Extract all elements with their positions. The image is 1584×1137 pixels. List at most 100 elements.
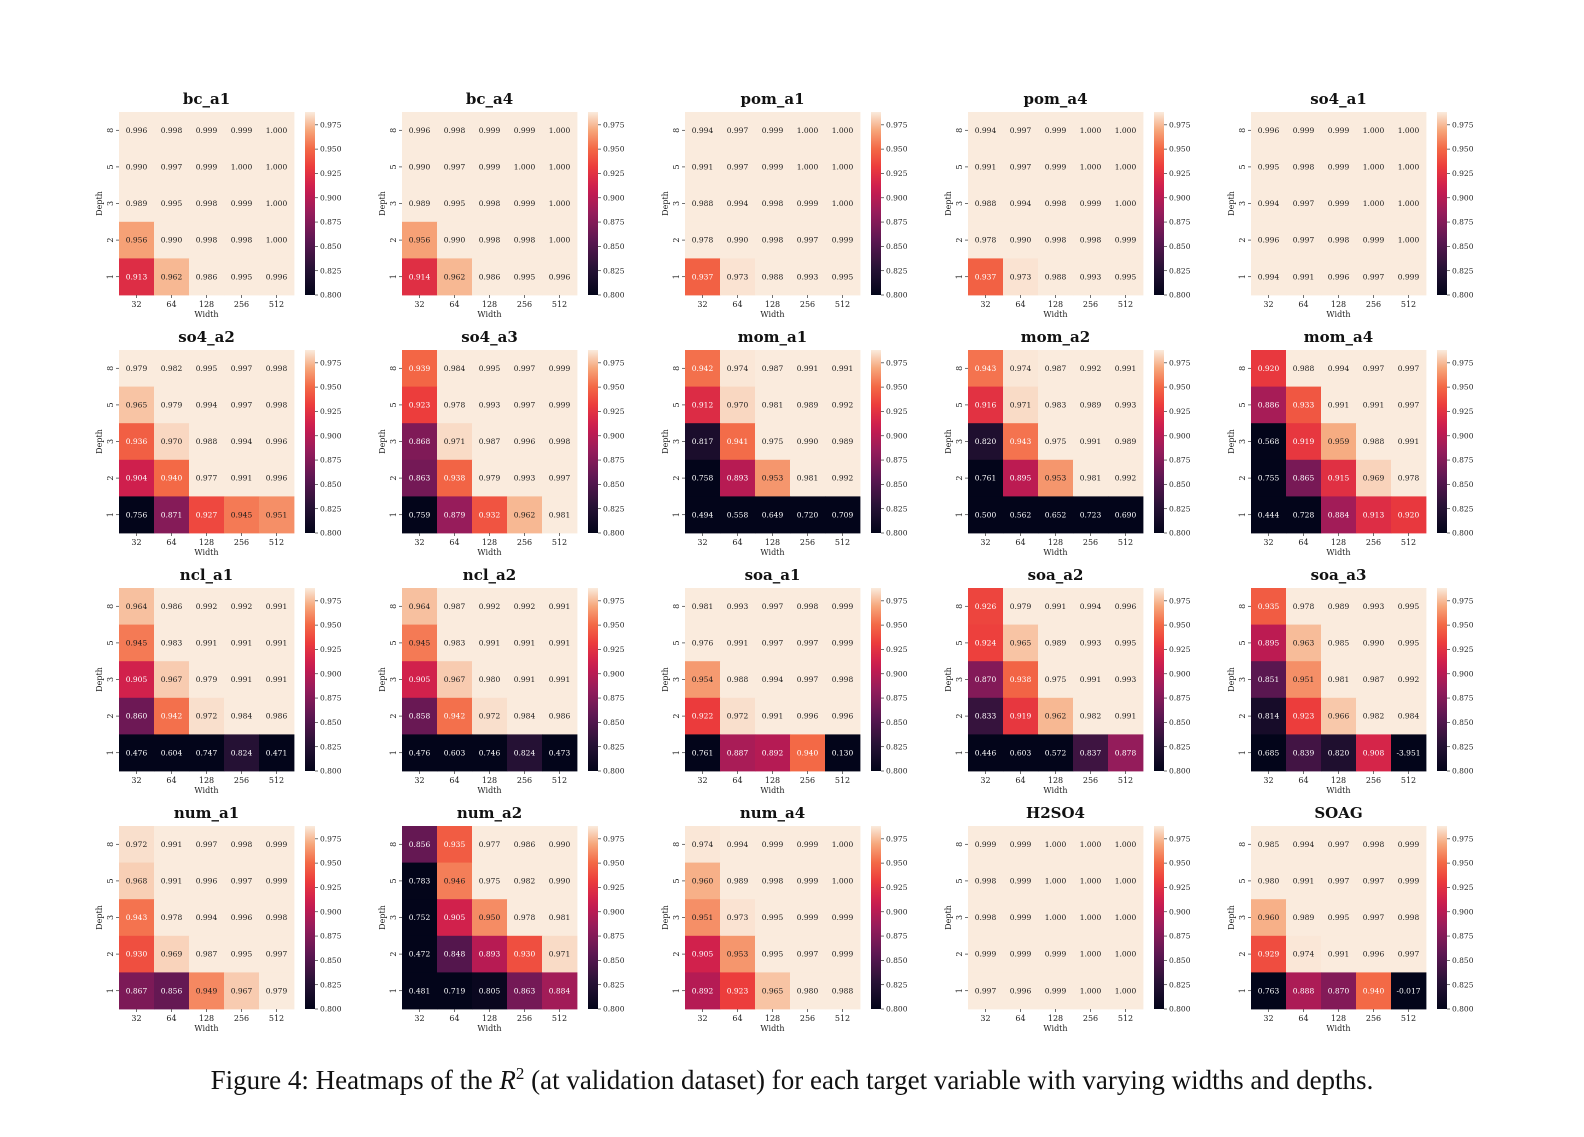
x-tick-label: 256 [234,538,249,547]
caption-prefix: Figure 4: Heatmaps of the [210,1065,500,1095]
colorbar-tick-label: 0.900 [1452,669,1474,678]
colorbar-tick-label: 0.975 [320,358,342,367]
cell-value: 0.989 [797,401,819,410]
colorbar [305,112,315,295]
heatmap-cell [542,185,578,223]
colorbar-tick-label: 0.975 [1452,120,1474,129]
heatmap-cell [790,972,826,1010]
y-tick-label: 8 [389,842,398,847]
cell-value: 0.959 [1328,437,1350,446]
cell-value: 0.887 [727,748,749,757]
x-axis-label: Width [1326,1024,1350,1033]
y-tick-label: 2 [106,952,115,957]
cell-value: 0.991 [1293,272,1314,281]
cell-value: 0.945 [231,510,253,519]
cell-value: 0.994 [727,840,749,849]
x-tick-label: 32 [414,300,424,309]
y-axis-label: Depth [661,429,670,454]
heatmap-cell [1391,624,1427,662]
heatmap-cell [1073,972,1109,1010]
cell-value: 0.929 [1258,950,1280,959]
cell-value: 0.999 [266,840,288,849]
colorbar-tick-label: 0.825 [1452,980,1474,989]
cell-value: 0.892 [762,748,784,757]
heatmap-cell [825,185,861,223]
x-tick-label: 512 [1401,300,1416,309]
cell-value: 0.975 [479,877,501,886]
heatmap-cell [825,112,861,149]
heatmap-cell [1321,185,1357,223]
cell-value: 0.980 [797,986,819,995]
x-tick-label: 256 [1083,776,1098,785]
cell-value: 0.979 [161,401,183,410]
cell-value: 1.000 [832,840,854,849]
cell-value: 0.972 [727,712,749,721]
cell-value: 0.756 [126,510,148,519]
cell-value: -3.951 [1396,748,1420,757]
cell-value: 0.991 [832,364,853,373]
colorbar-tick-label: 0.800 [1452,529,1474,538]
y-axis-label: Depth [95,905,104,930]
heatmap-panel-num-a1: num_a1 0.972 0.991 0.997 0.998 0.999 0.968 0.99… [90,802,370,1042]
cell-value: 0.960 [1258,913,1280,922]
heatmap-cell [1321,386,1357,424]
colorbar-tick-label: 0.950 [1169,859,1191,868]
y-tick-label: 2 [389,476,398,481]
cell-value: 0.971 [1010,401,1031,410]
colorbar [871,112,881,295]
cell-value: 0.895 [1258,639,1280,648]
heatmap-cell [720,496,756,534]
cell-value: 0.996 [126,126,148,135]
colorbar-tick-label: 0.975 [886,596,908,605]
heatmap-cell [472,350,508,387]
heatmap-cell [720,697,756,735]
heatmap-cell [402,661,438,699]
heatmap-cell [1356,624,1392,662]
cell-value: 0.938 [1010,675,1032,684]
cell-value: 0.932 [479,510,501,519]
cell-value: 0.998 [762,199,784,208]
heatmap-cell [825,826,861,863]
cell-value: 0.994 [1293,840,1315,849]
x-tick-label: 32 [131,538,141,547]
y-tick-label: 8 [1238,604,1247,609]
y-tick-label: 5 [389,402,398,407]
heatmap-cell [507,221,543,259]
x-tick-label: 256 [800,300,815,309]
heatmap-cell [1251,496,1287,534]
cell-value: 0.994 [231,437,253,446]
x-tick-label: 512 [269,776,284,785]
colorbar-tick-label: 0.900 [886,431,908,440]
heatmap-cell [755,734,791,772]
panel-title: pom_a4 [1023,90,1087,108]
y-axis-label: Depth [944,905,953,930]
cell-value: 0.476 [126,748,148,757]
caption-superscript: 2 [515,1064,525,1083]
cell-value: 0.998 [266,401,288,410]
cell-value: 0.919 [1010,712,1032,721]
heatmap-cell [472,734,508,772]
x-axis-label: Width [1326,310,1350,319]
cell-value: 0.940 [797,748,819,757]
heatmap-cell [119,935,155,973]
cell-value: 0.863 [514,986,536,995]
heatmap-cell [968,423,1004,461]
heatmap-cell [154,221,190,259]
heatmap-cell [1073,935,1109,973]
cell-value: 1.000 [1080,986,1102,995]
heatmap-cell [119,661,155,699]
y-tick-label: 5 [955,878,964,883]
heatmap-cell [542,734,578,772]
heatmap-cell [259,459,295,497]
heatmap-cell [1073,386,1109,424]
heatmap-cell [1251,697,1287,735]
heatmap-cell [825,862,861,900]
heatmap-cell [1286,423,1322,461]
heatmap-cell [1391,185,1427,223]
cell-value: 0.837 [1080,748,1102,757]
heatmap-cell [542,423,578,461]
cell-value: 0.997 [231,877,253,886]
heatmap-cell [1108,112,1144,149]
cell-value: 0.998 [1398,913,1420,922]
cell-value: 0.997 [514,401,536,410]
